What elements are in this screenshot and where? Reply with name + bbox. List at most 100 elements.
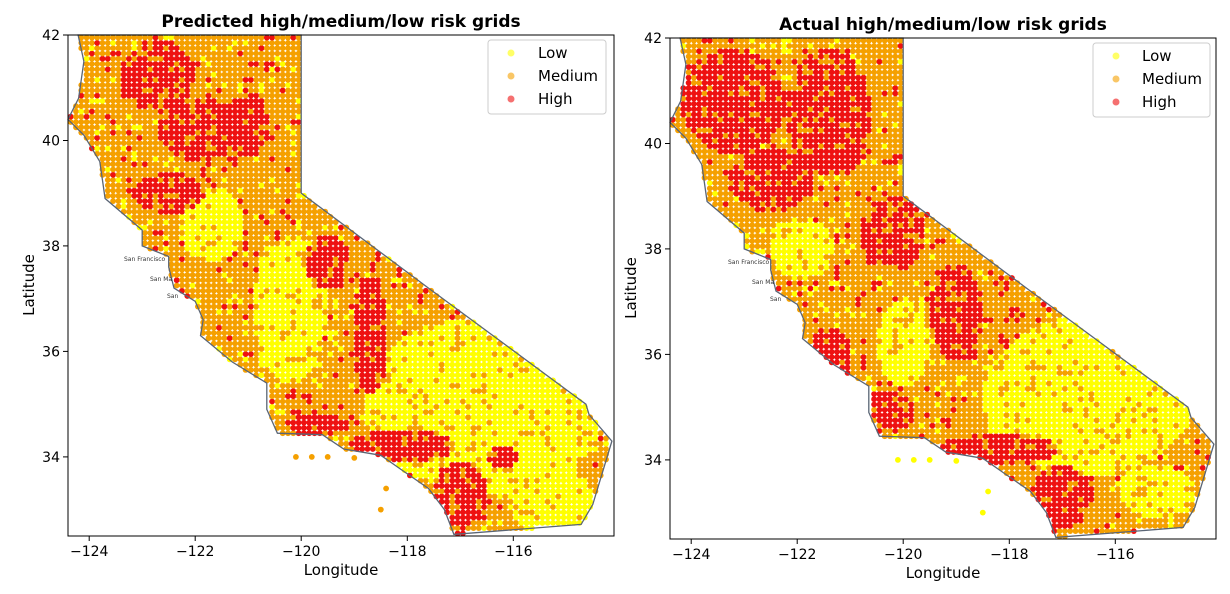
grid-point — [269, 398, 275, 405]
grid-point — [385, 324, 392, 331]
grid-point — [290, 287, 297, 294]
grid-point — [417, 440, 424, 447]
grid-point — [433, 356, 440, 363]
grid-point — [200, 245, 207, 252]
grid-point — [470, 519, 477, 526]
grid-point — [460, 477, 466, 484]
grid-point — [269, 66, 275, 73]
grid-point — [391, 367, 397, 373]
grid-point — [311, 261, 318, 268]
grid-point — [279, 208, 286, 215]
grid-point — [147, 129, 154, 136]
grid-point — [1104, 422, 1111, 429]
grid-point — [587, 435, 593, 442]
grid-point — [269, 182, 275, 189]
grid-point — [380, 330, 387, 336]
grid-point — [179, 92, 185, 99]
grid-point — [380, 414, 387, 421]
grid-point — [285, 76, 291, 83]
grid-point — [449, 340, 456, 347]
grid-point — [528, 467, 535, 473]
grid-point — [428, 340, 434, 347]
grid-point — [301, 388, 307, 394]
grid-point — [359, 319, 366, 326]
grid-point — [1130, 486, 1137, 492]
grid-point — [544, 388, 551, 394]
grid-point — [189, 235, 196, 241]
grid-point — [322, 229, 328, 236]
grid-point — [513, 461, 519, 468]
grid-point — [438, 319, 445, 326]
grid-point — [576, 446, 583, 452]
grid-point — [126, 35, 132, 41]
grid-point — [322, 277, 328, 284]
grid-point — [147, 108, 154, 115]
grid-point — [460, 425, 466, 431]
grid-point — [295, 192, 302, 199]
grid-point — [454, 382, 461, 389]
grid-point — [465, 351, 472, 357]
grid-point — [89, 98, 95, 104]
grid-point — [253, 150, 260, 157]
grid-point — [913, 422, 920, 429]
grid-point — [1162, 428, 1169, 434]
grid-point — [248, 145, 254, 152]
grid-point — [311, 425, 318, 431]
grid-point — [274, 361, 281, 368]
grid-point — [285, 134, 291, 141]
grid-point — [1072, 422, 1079, 429]
grid-point — [94, 98, 101, 104]
grid-point — [1019, 443, 1026, 450]
grid-point — [369, 403, 376, 410]
grid-point — [391, 388, 397, 394]
grid-point — [433, 398, 440, 405]
grid-point — [216, 98, 223, 104]
grid-point — [253, 35, 260, 41]
grid-point — [237, 156, 244, 162]
grid-point — [507, 488, 514, 495]
grid-point — [359, 298, 366, 305]
grid-point — [385, 393, 392, 400]
grid-point — [1067, 454, 1074, 461]
grid-point — [924, 428, 930, 434]
grid-point — [1019, 422, 1026, 429]
grid-point — [486, 504, 493, 510]
grid-point — [263, 340, 270, 347]
grid-point — [179, 166, 185, 173]
grid-point — [253, 124, 260, 131]
grid-point — [295, 256, 302, 262]
grid-point — [1168, 512, 1174, 519]
grid-point — [115, 198, 122, 205]
grid-point — [274, 92, 281, 99]
grid-point — [433, 298, 440, 305]
grid-point — [1146, 501, 1153, 508]
grid-point — [311, 345, 318, 352]
grid-point — [1125, 486, 1132, 492]
grid-point — [311, 309, 318, 315]
grid-point — [338, 361, 344, 368]
grid-point — [322, 367, 328, 373]
grid-point — [560, 403, 567, 410]
grid-point — [412, 446, 419, 452]
grid-point — [348, 314, 355, 320]
city-labels: San Francisco San Ma San — [124, 256, 178, 300]
grid-point — [173, 251, 180, 257]
grid-point — [1162, 459, 1169, 466]
grid-point — [502, 451, 509, 458]
grid-point — [502, 409, 509, 415]
grid-point — [534, 377, 540, 384]
grid-point — [290, 108, 297, 115]
grid-point — [157, 224, 164, 231]
grid-point — [248, 187, 254, 194]
grid-point — [258, 245, 265, 252]
grid-point — [897, 433, 904, 440]
grid-point — [396, 393, 403, 400]
grid-point — [184, 219, 191, 226]
grid-point — [444, 451, 450, 458]
grid-point — [322, 261, 328, 268]
grid-point — [131, 214, 138, 220]
grid-point — [147, 219, 154, 226]
grid-point — [412, 388, 419, 394]
grid-point — [279, 266, 286, 273]
grid-point — [295, 351, 302, 357]
